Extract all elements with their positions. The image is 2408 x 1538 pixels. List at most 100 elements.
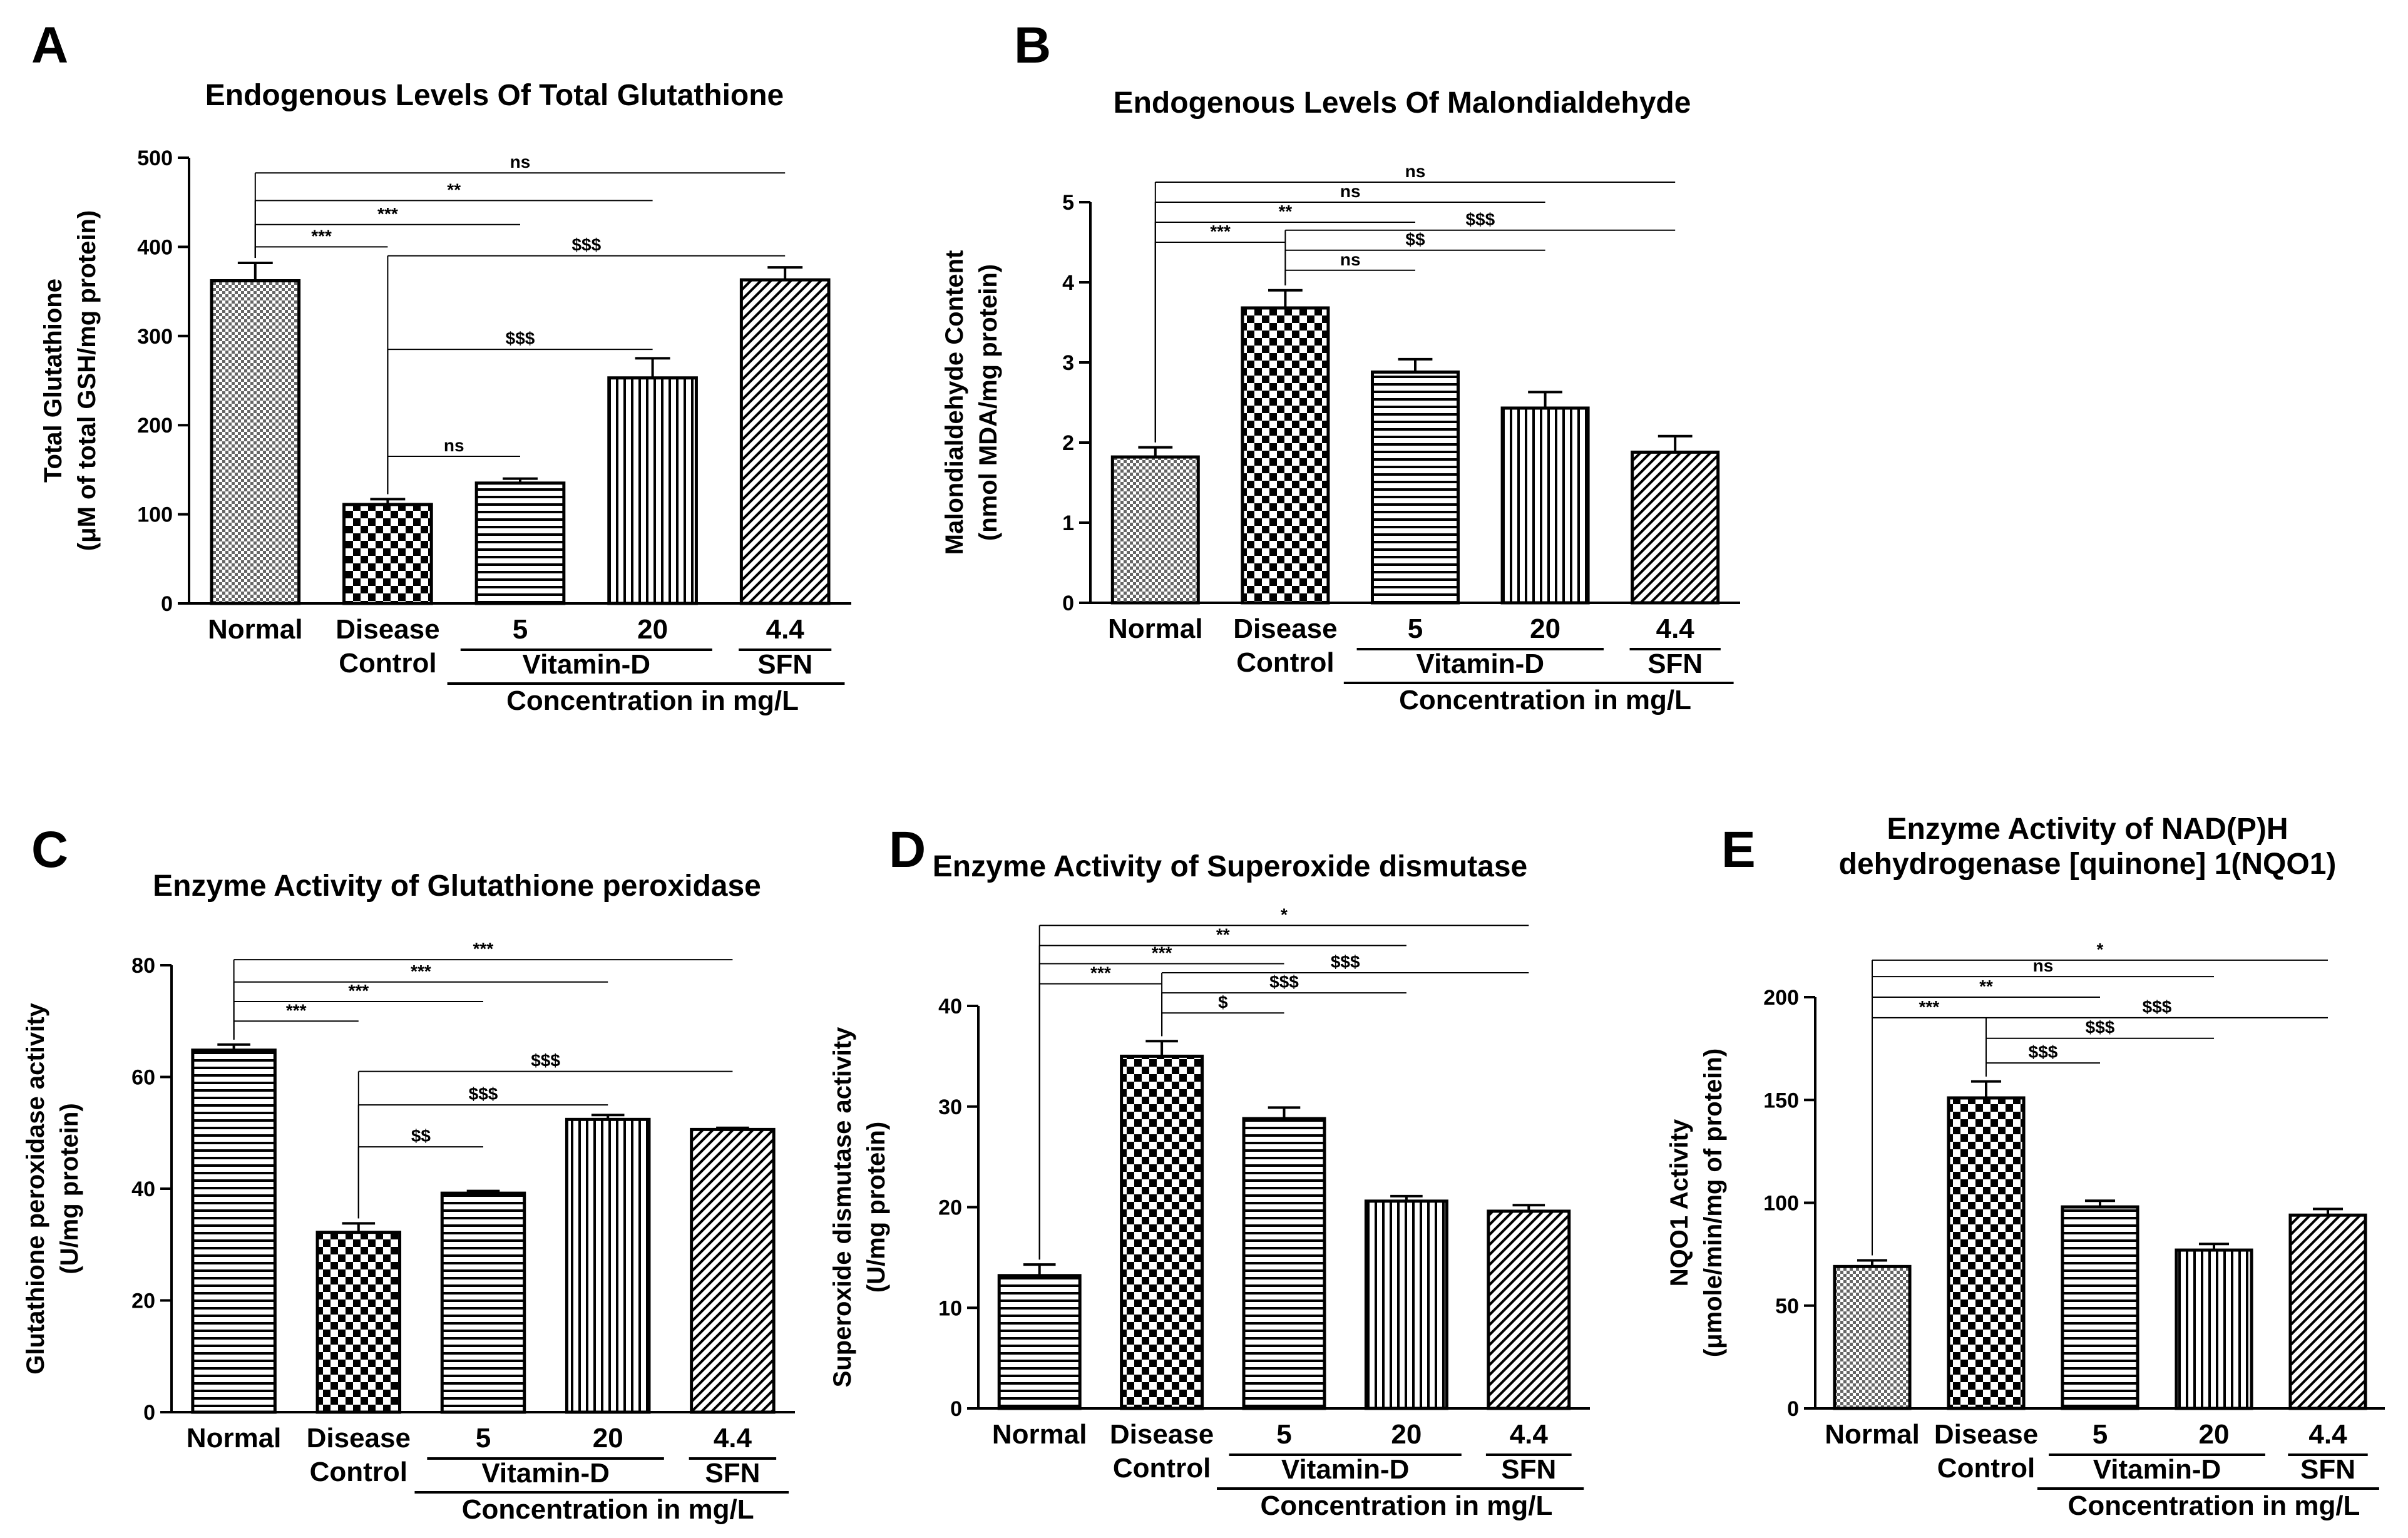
y-tick-label: 200 [137, 414, 173, 438]
y-tick-label: 3 [1062, 351, 1074, 375]
y-tick-label: 400 [137, 235, 173, 259]
charts-layer: A Endogenous Levels Of Total Glutathione T… [22, 17, 2385, 1525]
y-tick-label: 500 [137, 146, 173, 170]
bar [1947, 1096, 2026, 1410]
significance-label: $$ [1405, 230, 1425, 249]
group-label-sfn: SFN [1647, 649, 1703, 679]
bar [2288, 1213, 2367, 1410]
y-tick-label: 100 [137, 503, 173, 527]
group-label-sfn: SFN [2300, 1454, 2355, 1485]
bar [342, 503, 433, 605]
y-axis-label: Malondialdehyde Content [941, 250, 968, 555]
y-tick-label: 30 [938, 1095, 962, 1119]
y-axis-label: Glutathione peroxidase activity [22, 1003, 49, 1375]
significance-label: *** [286, 1000, 307, 1020]
chart-panel-b: B Endogenous Levels Of Malondialdehyde Mal… [941, 17, 1740, 715]
significance-label: ns [1340, 250, 1361, 269]
bar [1500, 406, 1590, 605]
bar [1241, 306, 1330, 605]
y-tick-label: 0 [950, 1397, 962, 1421]
x-tick-label: Normal [1108, 613, 1203, 644]
group-label-sfn: SFN [757, 649, 812, 680]
y-tick-label: 0 [1062, 592, 1074, 615]
panel-letter: D [889, 821, 926, 878]
significance-label: $$$ [2029, 1042, 2058, 1062]
panel-letter: C [31, 821, 68, 878]
x-tick-label: 5 [476, 1423, 491, 1453]
significance-label: ** [1216, 925, 1230, 945]
significance-label: $$$ [506, 329, 535, 348]
significance-label: $$$ [531, 1051, 560, 1070]
group-label-concentration: Concentration in mg/L [2068, 1490, 2360, 1521]
bar [607, 376, 698, 605]
significance-label: $$$ [2143, 997, 2172, 1017]
group-label-sfn: SFN [1501, 1454, 1556, 1485]
bar [1833, 1264, 1912, 1410]
group-label-concentration: Concentration in mg/L [506, 685, 799, 716]
bar [739, 278, 831, 605]
x-tick-label: Disease [1110, 1419, 1214, 1450]
y-tick-label: 100 [1763, 1192, 1799, 1216]
bar [1487, 1209, 1571, 1410]
x-tick-label: 5 [1276, 1419, 1291, 1450]
y-axis-label: (U/mg protein) [863, 1122, 890, 1293]
significance-label: *** [1210, 222, 1231, 241]
y-tick-label: 20 [131, 1289, 155, 1313]
y-tick-label: 0 [1787, 1397, 1799, 1421]
x-tick-label: 20 [593, 1423, 623, 1453]
x-tick-label: 20 [1530, 613, 1560, 644]
group-label-sfn: SFN [705, 1458, 760, 1489]
y-tick-label: 1 [1062, 511, 1074, 535]
x-tick-label: Control [1937, 1453, 2035, 1484]
x-tick-label: 4.4 [714, 1423, 752, 1453]
significance-label: ns [1340, 182, 1361, 201]
chart-title: Endogenous Levels Of Malondialdehyde [1114, 86, 1691, 120]
bar [565, 1117, 651, 1414]
significance-label: $$$ [1331, 952, 1360, 972]
significance-label: *** [1152, 943, 1172, 962]
y-tick-label: 0 [143, 1401, 155, 1425]
bar [1370, 370, 1460, 605]
bar [690, 1127, 776, 1414]
significance-label: *** [377, 204, 398, 223]
significance-label: *** [1090, 963, 1111, 983]
significance-label: ** [1279, 202, 1293, 221]
significance-label: ns [1405, 161, 1426, 181]
x-tick-label: Normal [187, 1423, 282, 1453]
significance-label: ** [447, 180, 461, 199]
significance-label: ns [2033, 956, 2054, 975]
y-axis-label: (U/mg protein) [56, 1103, 83, 1274]
chart-title: Enzyme Activity of Superoxide dismutase [933, 850, 1527, 883]
significance-label: $$$ [1465, 210, 1495, 229]
significance-label: $$$ [2086, 1018, 2115, 1037]
chart-panel-d: D Enzyme Activity of Superoxide dismutase… [829, 821, 1590, 1521]
x-tick-label: 4.4 [1656, 613, 1695, 644]
x-tick-label: 4.4 [766, 614, 805, 645]
group-label-vitamin: Vitamin-D [1417, 649, 1545, 679]
group-label-vitamin: Vitamin-D [1281, 1454, 1410, 1485]
y-tick-label: 40 [938, 995, 962, 1018]
group-label-concentration: Concentration in mg/L [1260, 1490, 1552, 1521]
y-tick-label: 150 [1763, 1089, 1799, 1112]
bar [1364, 1199, 1448, 1410]
y-tick-label: 40 [131, 1177, 155, 1201]
significance-label: *** [311, 226, 332, 245]
y-tick-label: 20 [938, 1196, 962, 1220]
panel-letter: E [1721, 821, 1756, 878]
y-tick-label: 80 [131, 954, 155, 978]
bar [474, 481, 566, 605]
chart-panel-c: C Enzyme Activity of Glutathione peroxida… [22, 821, 795, 1525]
significance-label: *** [348, 981, 369, 1000]
y-axis-label: NQO1 Activity [1666, 1119, 1693, 1286]
x-tick-label: 20 [637, 614, 668, 645]
x-tick-label: Normal [1825, 1419, 1920, 1450]
y-axis-label: Superoxide dismutase activity [829, 1027, 856, 1388]
y-tick-label: 50 [1775, 1294, 1799, 1318]
x-tick-label: Disease [1934, 1419, 2038, 1450]
significance-label: $$$ [1269, 972, 1299, 992]
significance-label: ns [510, 152, 531, 172]
bar [2175, 1248, 2253, 1410]
x-tick-label: Control [1113, 1453, 1211, 1484]
significance-label: * [1281, 905, 1288, 924]
significance-label: $$$ [469, 1084, 498, 1104]
